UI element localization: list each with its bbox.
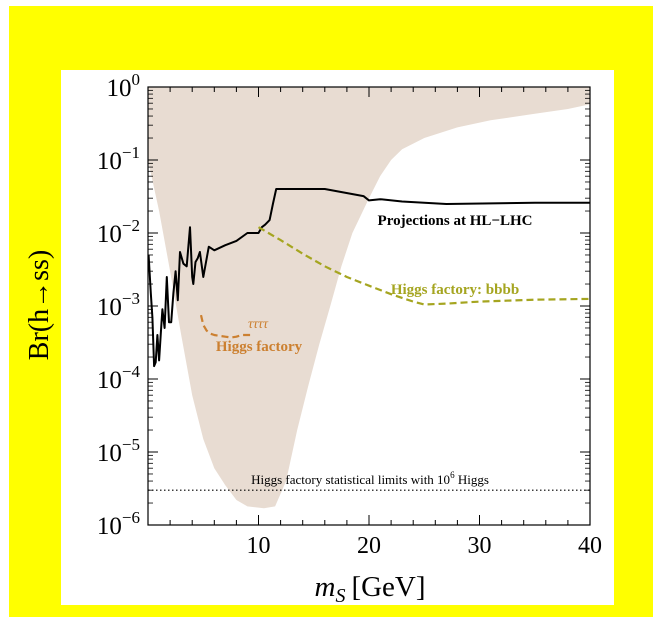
- y-tick-label: 10−4: [97, 362, 141, 394]
- labels-layer: mS [GeV] Br(h→ss) Projections at HL−LHC Hi…: [24, 213, 532, 607]
- x-axis-label: mS [GeV]: [314, 571, 425, 607]
- y-tick-label: 100: [107, 70, 141, 102]
- y-tick-label: 10−3: [97, 289, 140, 321]
- series-line-1: [257, 226, 591, 306]
- y-tick-exponent: −5: [122, 435, 140, 454]
- y-tick-label: 10−6: [97, 508, 140, 540]
- statistical-limit-label-main: Higgs factory statistical limits with 10: [251, 472, 450, 487]
- y-tick-exponent: −3: [122, 289, 140, 308]
- x-axis-label-m: m: [314, 571, 335, 603]
- x-axis-label-unit: [GeV]: [351, 571, 425, 603]
- y-tick-exponent: −2: [122, 216, 140, 235]
- series-layer: [147, 188, 591, 491]
- y-tick-base: 10: [97, 440, 122, 467]
- hl-lhc-label: Projections at HL−LHC: [378, 213, 533, 229]
- y-tick-base: 10: [97, 513, 122, 540]
- x-tick-label: 40: [578, 533, 602, 559]
- y-tick-label: 10−2: [97, 216, 140, 248]
- x-tick-label: 30: [468, 533, 492, 559]
- bbbb-label: Higgs factory: bbbb: [391, 282, 519, 298]
- y-tick-exponent: −1: [122, 143, 140, 162]
- statistical-limit-label-exp: 6: [450, 470, 455, 480]
- y-tick-label: 10−5: [97, 435, 140, 467]
- x-tick-label: 20: [357, 533, 381, 559]
- statistical-limit-label-tail: Higgs: [455, 472, 489, 487]
- y-tick-exponent: −6: [122, 508, 140, 527]
- series-line-0: [147, 188, 590, 368]
- higgs-factory-tau-label: Higgs factory: [216, 339, 303, 355]
- y-tick-exponent: −4: [122, 362, 141, 381]
- y-tick-base: 10: [107, 75, 132, 102]
- y-tick-exponent: 0: [132, 70, 141, 89]
- y-axis-label: Br(h→ss): [24, 250, 55, 360]
- excluded-region-layer: [148, 87, 590, 509]
- y-tick-base: 10: [97, 294, 122, 321]
- excluded-region: [148, 87, 590, 509]
- y-tick-base: 10: [97, 221, 122, 248]
- y-tick-base: 10: [97, 367, 122, 394]
- series-line-2: [199, 314, 253, 339]
- y-tick-base: 10: [97, 148, 122, 175]
- x-axis-label-sub: S: [335, 585, 345, 607]
- y-tick-label: 10−1: [97, 143, 140, 175]
- statistical-limit-label: Higgs factory statistical limits with 10…: [251, 470, 489, 487]
- tautau-label: ττττ: [248, 317, 269, 332]
- x-tick-label: 10: [247, 533, 271, 559]
